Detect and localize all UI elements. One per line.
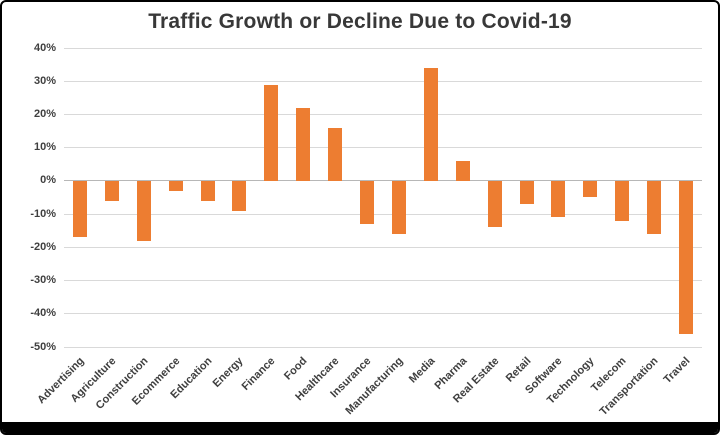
bar-pharma: [455, 160, 470, 181]
bar-energy: [232, 180, 247, 211]
zero-axis-line: [64, 180, 702, 182]
y-axis-tick-label: -40%: [30, 307, 56, 320]
y-axis-tick-label: 40%: [33, 41, 56, 54]
gridline: [64, 47, 702, 49]
bar-travel: [679, 180, 694, 334]
bar-manufacturing: [391, 180, 406, 235]
gridline: [64, 113, 702, 115]
gridline: [64, 313, 702, 315]
bar-finance: [264, 84, 279, 181]
chart-title: Traffic Growth or Decline Due to Covid-1…: [148, 10, 572, 33]
gridline: [64, 346, 702, 348]
bar-technology: [583, 180, 598, 198]
gridline: [64, 280, 702, 282]
y-axis-tick-label: -30%: [30, 274, 56, 287]
gridline: [64, 147, 702, 149]
gridline: [64, 213, 702, 215]
y-axis-tick-label: -20%: [30, 240, 56, 253]
bar-advertising: [72, 180, 87, 238]
bar-education: [200, 180, 215, 201]
bar-software: [551, 180, 566, 218]
bar-media: [423, 67, 438, 181]
y-axis-tick-label: 0%: [40, 174, 56, 187]
bar-retail: [519, 180, 534, 205]
y-axis-tick-label: 20%: [33, 107, 56, 120]
bottom-bar: [2, 422, 718, 433]
gridline: [64, 80, 702, 82]
y-axis-tick-label: 10%: [33, 141, 56, 154]
bar-healthcare: [328, 127, 343, 181]
bar-ecommerce: [168, 180, 183, 191]
bar-food: [296, 107, 311, 181]
y-axis-tick-label: -50%: [30, 340, 56, 353]
bar-transportation: [647, 180, 662, 235]
bar-insurance: [360, 180, 375, 225]
gridline: [64, 246, 702, 248]
bar-telecom: [615, 180, 630, 221]
y-axis-tick-label: -10%: [30, 207, 56, 220]
bar-agriculture: [104, 180, 119, 201]
bar-construction: [136, 180, 151, 241]
bar-real-estate: [487, 180, 502, 228]
y-axis-tick-label: 30%: [33, 74, 56, 87]
